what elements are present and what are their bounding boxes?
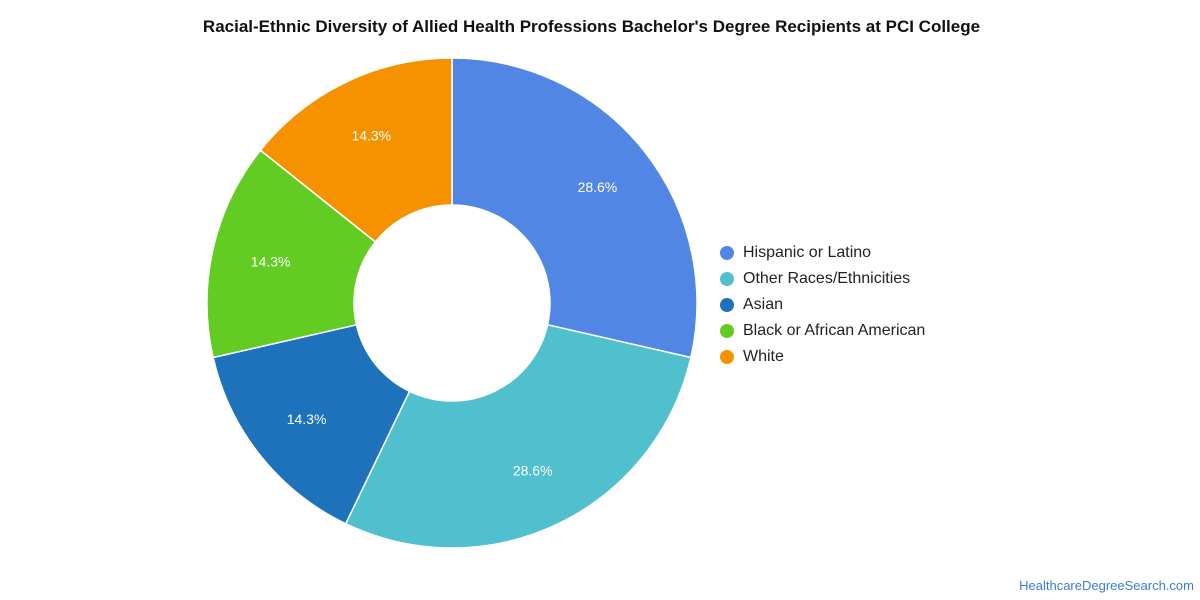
legend-swatch <box>720 246 734 260</box>
legend-label: White <box>743 348 784 365</box>
legend-item[interactable]: Other Races/Ethnicities <box>720 266 925 292</box>
legend-swatch <box>720 272 734 286</box>
legend-label: Other Races/Ethnicities <box>743 270 911 287</box>
donut-slice-white[interactable] <box>259 57 453 243</box>
chart-legend: Hispanic or Latino Other Races/Ethnicitie… <box>720 240 925 370</box>
legend-swatch <box>720 298 734 312</box>
legend-swatch <box>720 350 734 364</box>
legend-item[interactable]: Hispanic or Latino <box>720 240 925 266</box>
legend-label: Hispanic or Latino <box>743 244 872 261</box>
legend-item[interactable]: Asian <box>720 292 925 318</box>
legend-label: Black or African American <box>743 322 926 339</box>
slice-value-label: 28.6% <box>513 463 553 479</box>
slice-value-label: 14.3% <box>351 127 391 143</box>
donut-slice-black-or-african-american[interactable] <box>206 149 377 359</box>
slice-value-label: 14.3% <box>287 411 327 427</box>
donut-slice-labels: 28.6% 28.6% 14.3% 14.3% 14.3% <box>251 127 617 478</box>
donut-slice-asian[interactable] <box>212 323 411 525</box>
legend-item[interactable]: Black or African American <box>720 318 925 344</box>
chart-title: Racial-Ethnic Diversity of Allied Health… <box>202 17 981 36</box>
legend-item[interactable]: White <box>720 344 925 370</box>
slice-value-label: 14.3% <box>251 254 291 270</box>
donut-slice-other-races-ethnicities[interactable] <box>344 323 692 549</box>
donut-slice-hispanic-or-latino[interactable] <box>451 57 698 359</box>
legend-swatch <box>720 324 734 338</box>
legend-label: Asian <box>743 296 784 313</box>
donut-slices <box>206 57 698 549</box>
slice-value-label: 28.6% <box>578 179 618 195</box>
source-watermark[interactable]: HealthcareDegreeSearch.com <box>1019 578 1194 593</box>
